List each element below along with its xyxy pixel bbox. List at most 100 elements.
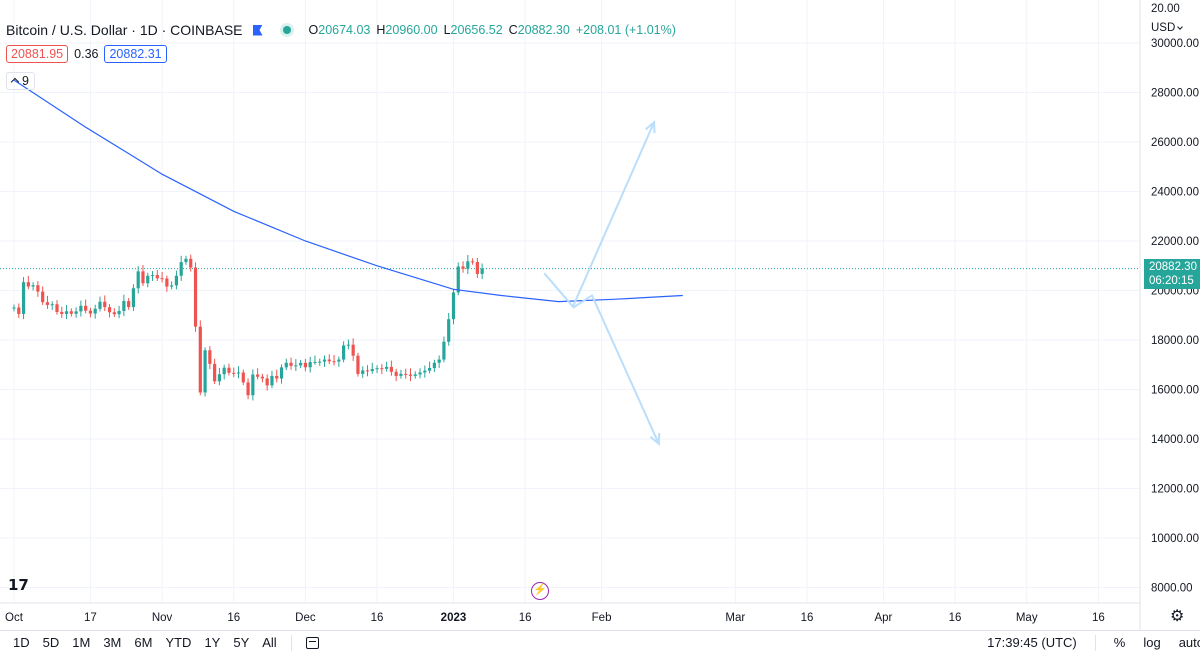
candle-body	[332, 361, 336, 363]
candle-body	[318, 361, 322, 363]
close-label: C	[508, 23, 518, 37]
candle-body	[294, 365, 298, 367]
candle-body	[127, 301, 131, 308]
candle-body	[155, 275, 159, 279]
range-1d[interactable]: 1D	[13, 635, 30, 650]
candle-body	[408, 374, 413, 376]
range-ytd[interactable]: YTD	[165, 635, 192, 650]
candle-body	[260, 376, 265, 379]
candle-body	[41, 291, 45, 303]
candle-body	[26, 282, 30, 287]
calendar-icon[interactable]	[305, 636, 319, 649]
market-open-icon	[282, 26, 291, 34]
gear-icon[interactable]: ⚙	[1170, 608, 1185, 625]
candle-body	[327, 359, 331, 362]
time-tick-label: 17	[84, 612, 97, 624]
utc-clock[interactable]: 17:39:45 (UTC)	[987, 635, 1077, 650]
lightning-icon[interactable]: ⚡	[531, 582, 549, 600]
bottom-toolbar: 1D 5D 1M 3M 6M YTD 1Y 5Y All 17:39:45 (U…	[0, 630, 1200, 654]
candle-body	[93, 308, 97, 314]
bid-ask-row: 20881.95 0.36 20882.31	[6, 45, 167, 63]
bar-countdown: 06:20:15	[1149, 275, 1194, 287]
close-value: 20882.30	[517, 23, 570, 37]
range-1m[interactable]: 1M	[72, 635, 91, 650]
candle-body	[232, 372, 236, 374]
ohlc-values: O20674.03 H20960.00 L20656.52 C20882.30 …	[309, 23, 676, 37]
candle-body	[150, 275, 155, 277]
candle-body	[45, 302, 50, 305]
time-tick-label: 16	[801, 612, 814, 624]
candle-body	[131, 288, 136, 308]
projection-arrow-line	[543, 121, 656, 309]
range-6m[interactable]: 6M	[134, 635, 153, 650]
bottom-right-controls: 17:39:45 (UTC) % log auto	[987, 631, 1200, 654]
range-3m[interactable]: 3M	[103, 635, 122, 650]
candle-body	[74, 311, 78, 314]
last-price-value: 20882.30	[1149, 261, 1197, 273]
candle-body	[394, 371, 398, 376]
log-toggle[interactable]: log	[1143, 635, 1161, 650]
percent-toggle[interactable]: %	[1113, 635, 1126, 650]
candle-body	[64, 311, 69, 314]
candle-body	[236, 372, 241, 374]
range-5y[interactable]: 5Y	[233, 635, 250, 650]
price-tick-label: 14000.00	[1151, 434, 1199, 446]
indicators-toggle[interactable]: 9	[6, 72, 35, 90]
price-tick-label: 16000.00	[1151, 385, 1199, 397]
chevron-up-icon	[10, 77, 20, 87]
toolbar-divider	[290, 634, 292, 651]
price-tick-label: 10000.00	[1151, 533, 1199, 545]
chevron-down-icon	[1177, 23, 1184, 30]
tradingview-logo-icon[interactable]: 17	[8, 576, 29, 594]
candle-body	[107, 307, 112, 313]
candle-body	[284, 362, 288, 368]
range-all[interactable]: All	[262, 635, 277, 650]
candle-body	[112, 312, 116, 315]
candle-body	[50, 304, 54, 306]
candle-body	[246, 382, 250, 396]
candle-body	[198, 326, 202, 393]
indicator-count: 9	[22, 74, 29, 88]
chart-grid	[0, 0, 1140, 603]
buy-button[interactable]: 20882.31	[104, 45, 167, 63]
candle-body	[79, 305, 83, 312]
candle-body	[189, 258, 193, 268]
price-tick-label: 26000.00	[1151, 137, 1199, 149]
price-tick-label: 18000.00	[1151, 335, 1199, 347]
candle-body	[12, 307, 16, 309]
candle-body	[447, 319, 451, 342]
candle-body	[251, 374, 255, 396]
time-tick-label: 16	[949, 612, 962, 624]
time-tick-label: 16	[227, 612, 240, 624]
spread-value: 0.36	[74, 47, 99, 61]
candle-body	[289, 362, 293, 366]
candle-body	[456, 266, 460, 293]
candle-body	[370, 369, 374, 372]
time-tick-label: 16	[519, 612, 532, 624]
auto-toggle[interactable]: auto	[1178, 635, 1200, 650]
candle-body	[322, 359, 327, 362]
range-5d[interactable]: 5D	[42, 635, 60, 650]
currency-selector[interactable]: USD	[1151, 22, 1184, 34]
time-tick-label: Nov	[152, 612, 173, 624]
candle-body	[404, 373, 408, 375]
candle-body	[432, 362, 436, 368]
price-tick-label: 12000.00	[1151, 484, 1199, 496]
symbol-title[interactable]: Bitcoin / U.S. Dollar · 1D · COINBASE	[6, 22, 243, 38]
range-1y[interactable]: 1Y	[204, 635, 221, 650]
last-price-label: 20882.30 06:20:15	[1144, 259, 1200, 289]
candle-body	[103, 301, 107, 308]
flag-icon[interactable]	[252, 24, 263, 36]
time-tick-label: Oct	[5, 612, 24, 624]
change-value: +208.01 (+1.01%)	[575, 23, 676, 37]
candle-body	[256, 374, 260, 377]
time-tick-label: Dec	[295, 612, 316, 624]
candle-body	[193, 267, 198, 327]
sell-button[interactable]: 20881.95	[6, 45, 69, 63]
candle-body	[351, 344, 355, 356]
candle-body	[241, 372, 245, 383]
candle-body	[213, 363, 217, 382]
candle-body	[21, 282, 26, 314]
candle-body	[31, 285, 35, 287]
